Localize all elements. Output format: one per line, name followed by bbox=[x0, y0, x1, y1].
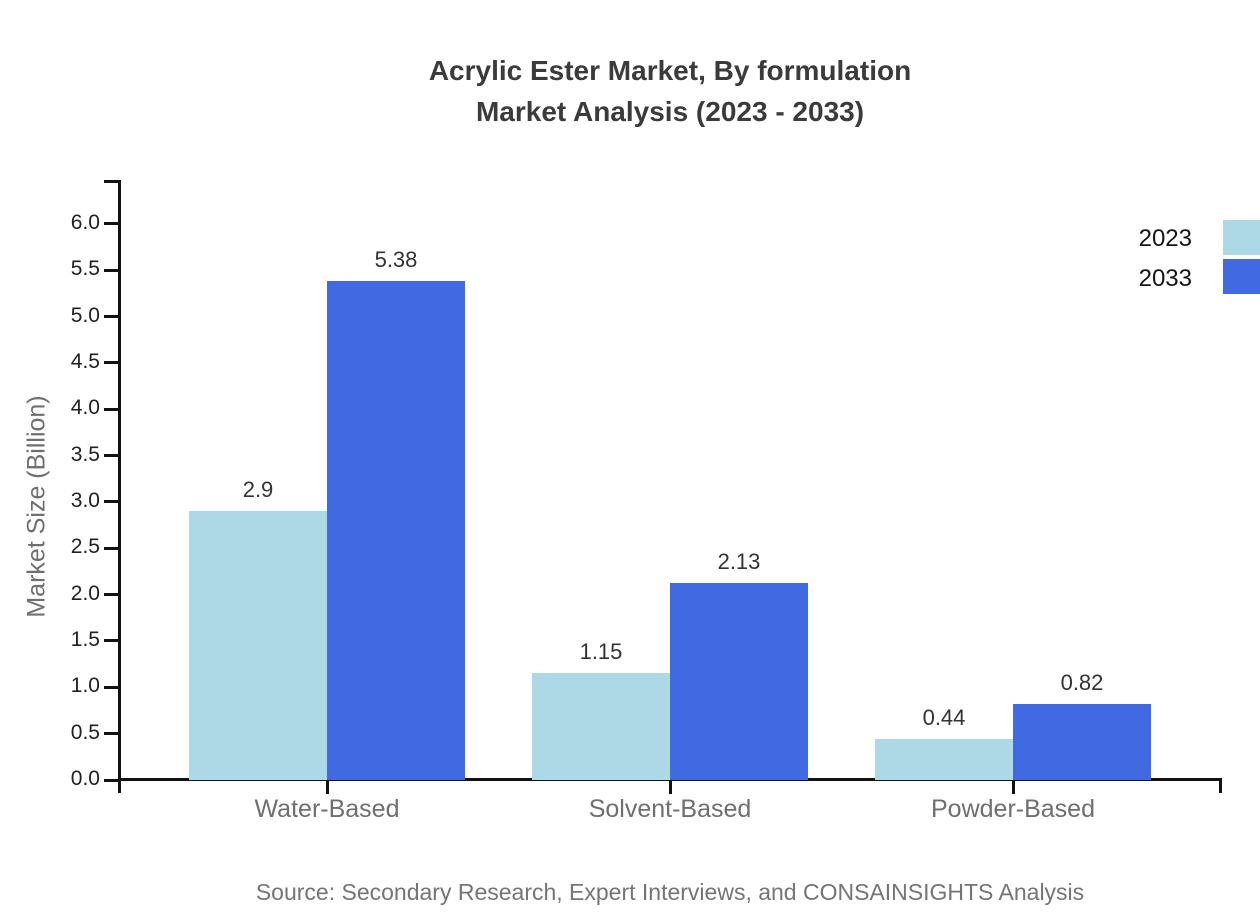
y-axis-tick bbox=[104, 361, 118, 365]
bar-value-2033-water-based: 5.38 bbox=[374, 247, 418, 273]
bar-value-2033-powder-based: 0.82 bbox=[1060, 670, 1104, 695]
y-axis-tick-label: 3.0 bbox=[70, 488, 100, 512]
y-axis-tick-label: 2.0 bbox=[70, 581, 100, 605]
bar-value-2023-solvent-based: 1.15 bbox=[579, 639, 623, 665]
y-axis-tick-label: 4.5 bbox=[70, 349, 100, 373]
source-note: Source: Secondary Research, Expert Inter… bbox=[255, 879, 1085, 905]
y-axis-tick-label: 6.0 bbox=[70, 210, 100, 234]
x-axis-label-powder-based: Powder-Based bbox=[931, 795, 1095, 823]
x-axis-end-cap bbox=[1219, 778, 1222, 793]
x-axis-label-water-based: Water-Based bbox=[254, 795, 400, 823]
bar-value-2033-solvent-based: 2.13 bbox=[717, 548, 761, 574]
legend-swatch-2033 bbox=[1223, 259, 1260, 294]
y-axis-tick bbox=[104, 222, 118, 226]
chart-title-line2: Market Analysis (2023 - 2033) bbox=[475, 96, 865, 127]
y-axis-tick-label: 1.0 bbox=[70, 674, 100, 698]
x-axis-tick-powder-based bbox=[1011, 780, 1015, 794]
legend-swatch-2023 bbox=[1223, 220, 1260, 255]
x-axis-tick-solvent-based bbox=[668, 780, 672, 794]
y-axis-tick bbox=[104, 639, 118, 643]
y-axis-tick-label: 0.5 bbox=[70, 720, 100, 744]
y-axis-tick bbox=[104, 593, 118, 597]
bar-value-2023-powder-based: 0.44 bbox=[922, 705, 966, 731]
y-axis-tick-label: 5.0 bbox=[70, 303, 100, 327]
y-axis-tick bbox=[104, 268, 118, 272]
y-axis-tick-label: 3.5 bbox=[70, 442, 100, 466]
y-axis-tick-label: 4.0 bbox=[70, 396, 100, 420]
bar-2033-solvent-based bbox=[670, 582, 808, 780]
y-axis-tick bbox=[104, 454, 118, 458]
legend-label-2023: 2023 bbox=[1138, 225, 1192, 252]
y-axis-tick bbox=[104, 732, 118, 736]
y-axis-tick bbox=[104, 500, 118, 504]
x-axis-tick-water-based bbox=[325, 780, 329, 794]
y-axis-tick-label: 5.5 bbox=[70, 257, 100, 281]
y-axis-tick bbox=[104, 685, 118, 689]
y-axis-tick bbox=[104, 315, 118, 319]
chart-title-line1: Acrylic Ester Market, By formulation bbox=[428, 55, 912, 86]
bar-2033-water-based bbox=[327, 281, 465, 780]
y-axis-tick bbox=[104, 778, 118, 782]
y-axis-tick-label: 2.5 bbox=[70, 535, 100, 559]
y-axis-tick bbox=[104, 546, 118, 550]
bar-2023-solvent-based bbox=[532, 673, 670, 780]
bar-value-2023-water-based: 2.9 bbox=[242, 477, 274, 503]
y-axis-tick-label: 1.5 bbox=[70, 627, 100, 651]
bar-2023-powder-based bbox=[875, 739, 1013, 780]
y-axis-end-cap bbox=[104, 180, 118, 183]
bar-2033-powder-based bbox=[1013, 704, 1151, 780]
x-axis-label-solvent-based: Solvent-Based bbox=[588, 795, 752, 823]
y-axis-tick bbox=[104, 407, 118, 411]
chart-title: Acrylic Ester Market, By formulation Mar… bbox=[118, 50, 1222, 132]
legend-label-2033: 2033 bbox=[1138, 265, 1192, 292]
y-axis-tick-label: 0.0 bbox=[70, 767, 100, 790]
bar-2023-water-based bbox=[189, 511, 327, 780]
y-axis-line bbox=[118, 180, 121, 793]
